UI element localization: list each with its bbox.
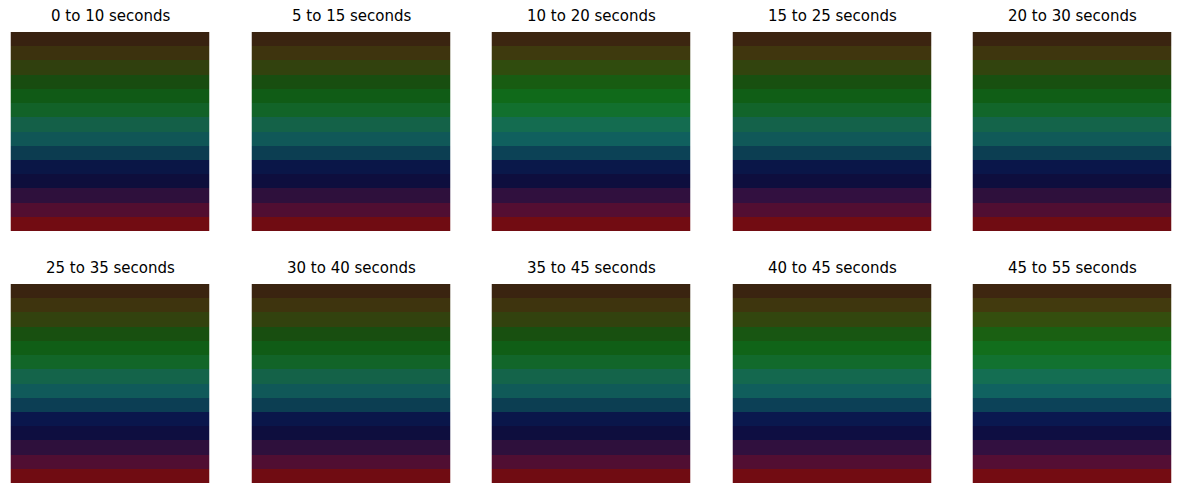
svg-text:0 to 10 seconds: 0 to 10 seconds bbox=[51, 7, 170, 25]
svg-text:30 to 40 seconds: 30 to 40 seconds bbox=[287, 259, 416, 277]
svg-text:10 to 20 seconds: 10 to 20 seconds bbox=[527, 7, 656, 25]
svg-text:15 to 25 seconds: 15 to 25 seconds bbox=[768, 7, 897, 25]
svg-text:5 to 15 seconds: 5 to 15 seconds bbox=[292, 7, 411, 25]
svg-text:20 to 30 seconds: 20 to 30 seconds bbox=[1008, 7, 1137, 25]
svg-text:45 to 55 seconds: 45 to 55 seconds bbox=[1008, 259, 1137, 277]
svg-text:35 to 45 seconds: 35 to 45 seconds bbox=[527, 259, 656, 277]
svg-text:25 to 35 seconds: 25 to 35 seconds bbox=[46, 259, 175, 277]
svg-text:40 to 45 seconds: 40 to 45 seconds bbox=[768, 259, 897, 277]
